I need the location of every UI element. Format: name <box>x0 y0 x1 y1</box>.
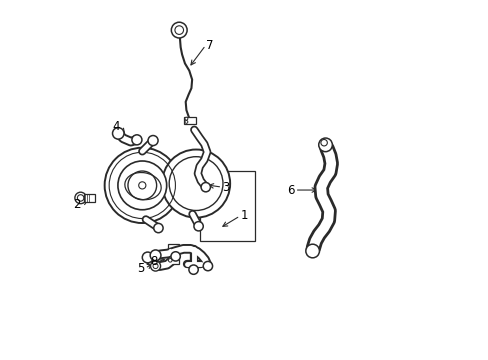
Text: 6: 6 <box>286 184 294 197</box>
Circle shape <box>184 121 187 123</box>
Text: 1: 1 <box>240 210 247 222</box>
Circle shape <box>320 139 326 146</box>
Bar <box>183 117 195 125</box>
Text: 4: 4 <box>112 121 120 134</box>
Circle shape <box>148 135 158 145</box>
Bar <box>167 244 178 264</box>
Text: 7: 7 <box>205 39 213 52</box>
Circle shape <box>171 252 180 261</box>
Bar <box>199 171 255 241</box>
Circle shape <box>150 261 160 271</box>
Circle shape <box>104 148 180 223</box>
Circle shape <box>171 22 187 38</box>
Bar <box>84 194 95 202</box>
Circle shape <box>150 250 161 261</box>
Circle shape <box>305 244 319 258</box>
Circle shape <box>162 149 230 218</box>
Circle shape <box>188 265 198 274</box>
Text: 5: 5 <box>137 262 144 275</box>
Circle shape <box>128 171 156 200</box>
Text: 2: 2 <box>73 198 80 211</box>
Circle shape <box>318 138 332 152</box>
Text: 8: 8 <box>150 255 158 268</box>
Circle shape <box>112 128 124 139</box>
Circle shape <box>75 192 86 204</box>
Text: 3: 3 <box>222 181 229 194</box>
Circle shape <box>201 183 210 192</box>
Circle shape <box>142 252 153 263</box>
Circle shape <box>203 261 212 271</box>
Circle shape <box>77 195 83 201</box>
Circle shape <box>184 117 187 120</box>
Circle shape <box>118 161 166 210</box>
Circle shape <box>132 135 142 145</box>
Circle shape <box>194 222 203 231</box>
Circle shape <box>153 224 163 233</box>
Circle shape <box>139 182 145 189</box>
Circle shape <box>168 248 172 252</box>
Circle shape <box>168 258 172 262</box>
